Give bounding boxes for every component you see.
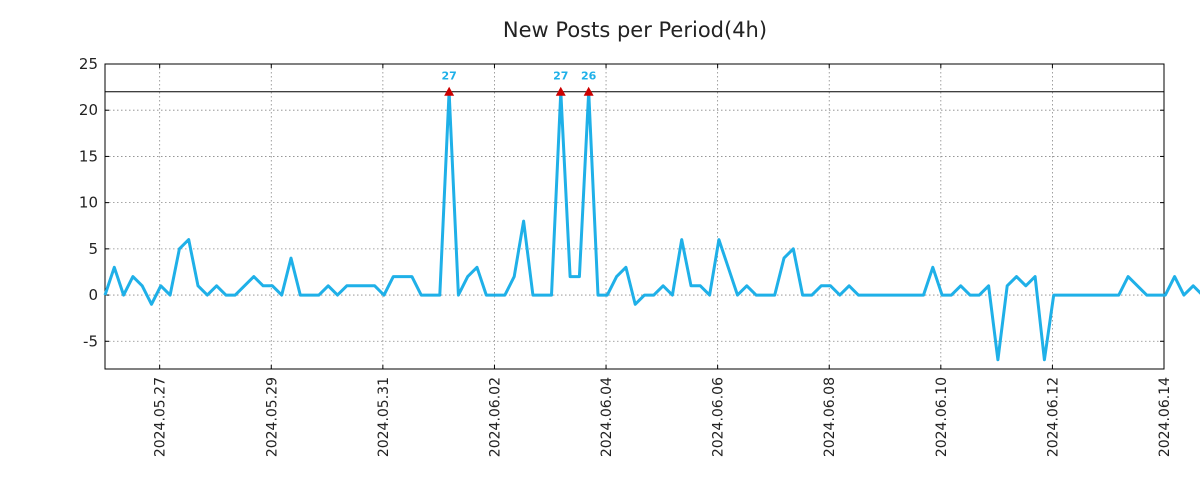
peak-marker: [555, 86, 566, 96]
y-tick-label: 20: [79, 101, 98, 119]
x-tick-label: 2024.06.14: [1157, 377, 1173, 457]
x-tick-label: 2024.06.08: [822, 377, 838, 457]
x-tick-label: 2024.05.31: [376, 377, 392, 457]
series-layer: [103, 90, 1200, 362]
x-tick-label: 2024.06.06: [711, 377, 727, 457]
x-tick-label: 2024.06.10: [934, 377, 950, 457]
peak-label: 27: [441, 70, 456, 83]
y-tick-label: 0: [88, 286, 98, 304]
x-tick-label: 2024.06.02: [487, 377, 503, 457]
y-tick-label: 5: [88, 240, 98, 258]
peak-marker: [583, 86, 594, 96]
x-tick-label: 2024.05.29: [264, 377, 280, 457]
y-tick-label: 10: [79, 194, 98, 212]
peak-label: 26: [581, 70, 597, 83]
peak-label: 27: [553, 70, 568, 83]
axes: -5 0 5 10 15 20 25 2024.05.27 2024.05.29 2024.05.…: [79, 55, 1173, 457]
y-tick-label: 25: [79, 55, 98, 73]
series-line: [103, 90, 1200, 362]
plot-frame: [104, 63, 1165, 370]
x-tick-label: 2024.05.27: [153, 377, 169, 457]
y-tick-label: -5: [83, 332, 98, 350]
chart-title: New Posts per Period(4h): [503, 18, 767, 42]
peak-marker: [444, 86, 455, 96]
grid-lines: [105, 63, 1165, 369]
y-tick-label: 15: [79, 147, 98, 165]
peak-annotations: 27 27 26: [441, 70, 597, 96]
x-tick-label: 2024.06.04: [599, 377, 615, 457]
x-tick-label: 2024.06.12: [1045, 377, 1061, 457]
